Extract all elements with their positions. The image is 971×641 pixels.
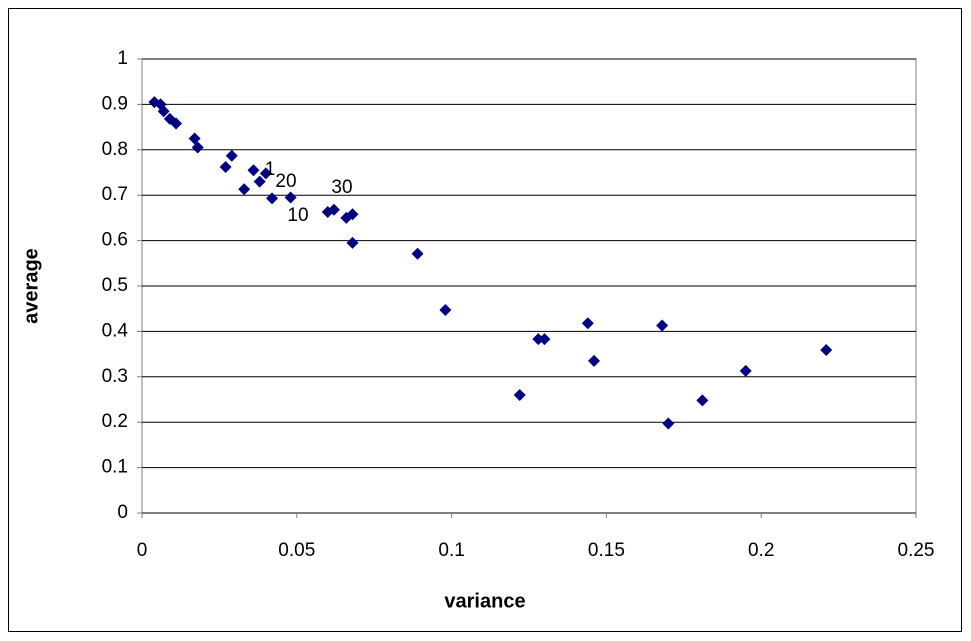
y-tick-label: 0 (117, 502, 128, 523)
point (188, 132, 201, 145)
point (411, 247, 424, 260)
point (532, 333, 545, 346)
y-tick-label: 1 (117, 48, 128, 69)
point (662, 417, 675, 430)
y-tick-label: 0.7 (102, 184, 128, 205)
point (247, 164, 260, 177)
point (191, 141, 204, 154)
y-axis-title: average (20, 248, 42, 324)
point (284, 191, 297, 204)
annotation: 30 (331, 177, 352, 198)
point (327, 203, 340, 216)
annotation: 1 (265, 159, 276, 180)
annotation: 10 (287, 205, 308, 226)
y-tick-label: 0.6 (102, 230, 128, 251)
x-tick-label: 0.15 (588, 540, 625, 561)
point (346, 208, 359, 221)
point (225, 149, 238, 162)
y-tick-label: 0.5 (102, 275, 128, 296)
y-tick-label: 0.8 (102, 139, 128, 160)
y-tick-label: 0.4 (102, 320, 129, 341)
point (696, 394, 709, 407)
point (656, 319, 669, 332)
point (157, 105, 170, 118)
point (439, 304, 452, 317)
point (259, 167, 272, 180)
x-tick-label: 0.05 (278, 540, 315, 561)
point (538, 333, 551, 346)
point (238, 183, 251, 196)
point (253, 175, 266, 188)
annotation: 20 (275, 171, 296, 192)
point (820, 344, 833, 357)
x-tick-label: 0.2 (748, 540, 774, 561)
point (739, 364, 752, 377)
y-tick-label: 0.9 (102, 93, 128, 114)
x-tick-label: 0.1 (438, 540, 464, 561)
y-tick-label: 0.2 (102, 411, 128, 432)
point (219, 161, 232, 174)
point (588, 354, 601, 367)
y-tick-label: 0.1 (102, 457, 128, 478)
point (513, 388, 526, 401)
point (581, 317, 594, 330)
point (266, 192, 279, 205)
point (346, 236, 359, 249)
y-tick-label: 0.3 (102, 366, 128, 387)
x-tick-label: 0.25 (898, 540, 935, 561)
point (170, 117, 183, 130)
x-tick-label: 0 (137, 540, 148, 561)
x-axis-title: variance (444, 590, 525, 612)
